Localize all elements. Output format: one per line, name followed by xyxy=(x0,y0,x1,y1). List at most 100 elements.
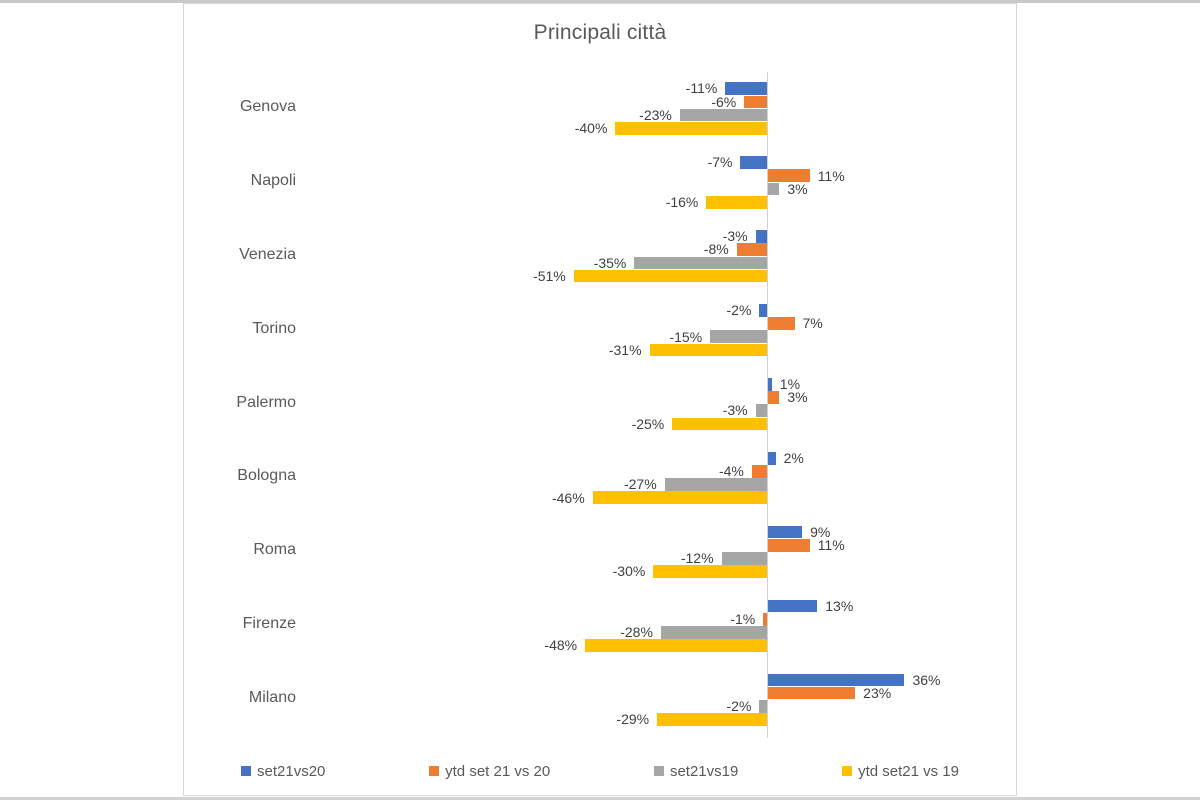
value-axis-line xyxy=(767,72,768,738)
legend-marker-icon xyxy=(842,766,853,776)
legend-marker-icon xyxy=(241,766,251,776)
bar-torino-ytd-set-21-vs-20 xyxy=(768,317,795,330)
bar-firenze-ytd-set-21-vs-20 xyxy=(763,612,767,626)
bar-firenze-ytd-set21-vs-19 xyxy=(585,639,767,652)
bar-genova-ytd-set-21-vs-20 xyxy=(744,95,767,109)
bar-roma-ytd-set-21-vs-20 xyxy=(768,538,810,552)
category-label-roma: Roma xyxy=(253,541,296,559)
chart-panel: Principali città Genova -11% -6% -23% -40% Na… xyxy=(183,3,1017,796)
legend-item-set21vs20: set21vs20 xyxy=(241,763,325,780)
data-label-torino-set21vs20: -2% xyxy=(726,302,752,319)
bar-bologna-ytd-set21-vs-19 xyxy=(592,491,767,505)
data-label-palermo-set21vs20: 1% xyxy=(779,376,801,392)
bar-torino-set21vs20 xyxy=(759,304,767,317)
data-label-venezia-set21vs19: -35% xyxy=(593,254,627,271)
data-label-palermo-ytd-set21-vs-19: -25% xyxy=(631,415,665,432)
data-label-milano-set21vs20: 36% xyxy=(912,671,941,688)
data-label-palermo-ytd-set-21-vs-20: 3% xyxy=(787,389,808,406)
legend-item-ytd-set21-vs-19: ytd set21 vs 19 xyxy=(842,763,959,780)
bar-milano-ytd-set-21-vs-20 xyxy=(768,686,856,700)
bar-torino-ytd-set21-vs-19 xyxy=(649,343,767,357)
data-label-napoli-ytd-set21-vs-19: -16% xyxy=(665,193,699,210)
category-label-venezia: Venezia xyxy=(239,245,296,263)
data-label-roma-set21vs19: -12% xyxy=(680,550,714,567)
bar-roma-ytd-set21-vs-19 xyxy=(653,565,767,579)
data-label-firenze-set21vs20: 13% xyxy=(825,597,854,614)
data-label-milano-set21vs19: -2% xyxy=(726,698,752,714)
data-label-venezia-set21vs20: -3% xyxy=(722,228,748,245)
data-label-bologna-ytd-set21-vs-19: -46% xyxy=(551,489,585,506)
bar-genova-set21vs19 xyxy=(679,108,767,122)
data-label-milano-ytd-set-21-vs-20: 23% xyxy=(863,684,892,701)
legend-label: ytd set 21 vs 20 xyxy=(445,762,551,780)
page-bottom-divider xyxy=(0,797,1200,800)
data-label-palermo-set21vs19: -3% xyxy=(722,402,748,419)
legend-label: set21vs19 xyxy=(669,762,739,780)
data-label-venezia-ytd-set-21-vs-20: -8% xyxy=(703,241,729,258)
data-label-milano-ytd-set21-vs-19: -29% xyxy=(616,711,650,728)
bar-milano-ytd-set21-vs-19 xyxy=(657,713,767,726)
bar-firenze-set21vs19 xyxy=(660,626,767,639)
bar-genova-ytd-set21-vs-19 xyxy=(615,121,767,135)
category-label-milano: Milano xyxy=(248,689,296,707)
data-label-roma-ytd-set-21-vs-20: 11% xyxy=(817,537,845,553)
bar-bologna-set21vs20 xyxy=(768,451,776,465)
data-label-torino-set21vs19: -15% xyxy=(669,328,703,345)
data-label-roma-ytd-set21-vs-19: -30% xyxy=(612,563,646,580)
legend-marker-icon xyxy=(429,766,440,776)
data-label-genova-ytd-set21-vs-19: -40% xyxy=(574,120,608,136)
data-label-bologna-ytd-set-21-vs-20: -4% xyxy=(718,463,744,480)
data-label-firenze-ytd-set21-vs-19: -48% xyxy=(544,637,578,654)
data-label-firenze-ytd-set-21-vs-20: -1% xyxy=(730,610,756,627)
bar-palermo-ytd-set21-vs-19 xyxy=(672,417,767,431)
bar-genova-set21vs20 xyxy=(725,82,767,96)
bar-milano-set21vs20 xyxy=(768,673,905,687)
page-top-divider xyxy=(0,0,1200,3)
data-label-napoli-ytd-set-21-vs-20: 11% xyxy=(817,167,845,184)
data-label-bologna-set21vs19: -27% xyxy=(623,476,657,493)
category-label-firenze: Firenze xyxy=(242,615,296,633)
legend-label: set21vs20 xyxy=(257,762,326,780)
legend-item-ytd-set-21-vs-20: ytd set 21 vs 20 xyxy=(429,763,550,780)
bar-milano-set21vs19 xyxy=(759,699,767,713)
data-label-roma-set21vs20: 9% xyxy=(810,523,831,540)
bar-palermo-set21vs20 xyxy=(768,377,772,391)
data-label-torino-ytd-set21-vs-19: -31% xyxy=(608,341,642,358)
data-label-torino-ytd-set-21-vs-20: 7% xyxy=(802,315,823,332)
data-label-venezia-ytd-set21-vs-19: -51% xyxy=(533,267,566,284)
bar-roma-set21vs20 xyxy=(768,525,803,539)
category-label-palermo: Palermo xyxy=(236,393,296,411)
data-label-genova-set21vs20: -11% xyxy=(685,80,718,97)
legend-marker-icon xyxy=(653,766,664,776)
bar-napoli-set21vs19 xyxy=(768,182,780,196)
bar-firenze-set21vs20 xyxy=(768,599,818,613)
bar-napoli-ytd-set21-vs-19 xyxy=(706,195,767,209)
chart-title: Principali città xyxy=(533,21,667,44)
bar-palermo-set21vs19 xyxy=(755,404,767,418)
bar-napoli-set21vs20 xyxy=(740,156,767,169)
category-label-bologna: Bologna xyxy=(237,467,296,485)
category-label-napoli: Napoli xyxy=(250,171,296,189)
bar-roma-set21vs19 xyxy=(721,552,767,565)
data-label-bologna-set21vs20: 2% xyxy=(783,449,804,466)
bar-bologna-ytd-set-21-vs-20 xyxy=(751,465,767,478)
bar-bologna-set21vs19 xyxy=(664,478,767,491)
data-label-napoli-set21vs20: -7% xyxy=(707,154,733,171)
bar-napoli-ytd-set-21-vs-20 xyxy=(768,169,810,183)
category-label-torino: Torino xyxy=(252,319,296,337)
bar-torino-set21vs19 xyxy=(710,330,767,344)
data-label-genova-ytd-set-21-vs-20: -6% xyxy=(711,93,737,110)
data-label-genova-set21vs19: -23% xyxy=(639,106,672,123)
bar-venezia-ytd-set21-vs-19 xyxy=(573,269,767,283)
legend-label: ytd set21 vs 19 xyxy=(858,762,959,780)
category-label-genova: Genova xyxy=(239,97,296,115)
bar-palermo-ytd-set-21-vs-20 xyxy=(768,391,780,404)
legend: set21vs20 ytd set 21 vs 20 set21vs19 ytd se… xyxy=(241,757,959,785)
plot-area: Genova -11% -6% -23% -40% Napoli -7% 11% 3% -16% V… xyxy=(184,4,1016,795)
data-label-firenze-set21vs19: -28% xyxy=(620,624,653,641)
legend-item-set21vs19: set21vs19 xyxy=(653,762,739,780)
bar-venezia-ytd-set-21-vs-20 xyxy=(736,243,767,257)
data-label-napoli-set21vs19: 3% xyxy=(787,180,808,197)
bar-venezia-set21vs20 xyxy=(755,230,767,243)
bar-venezia-set21vs19 xyxy=(634,256,767,270)
